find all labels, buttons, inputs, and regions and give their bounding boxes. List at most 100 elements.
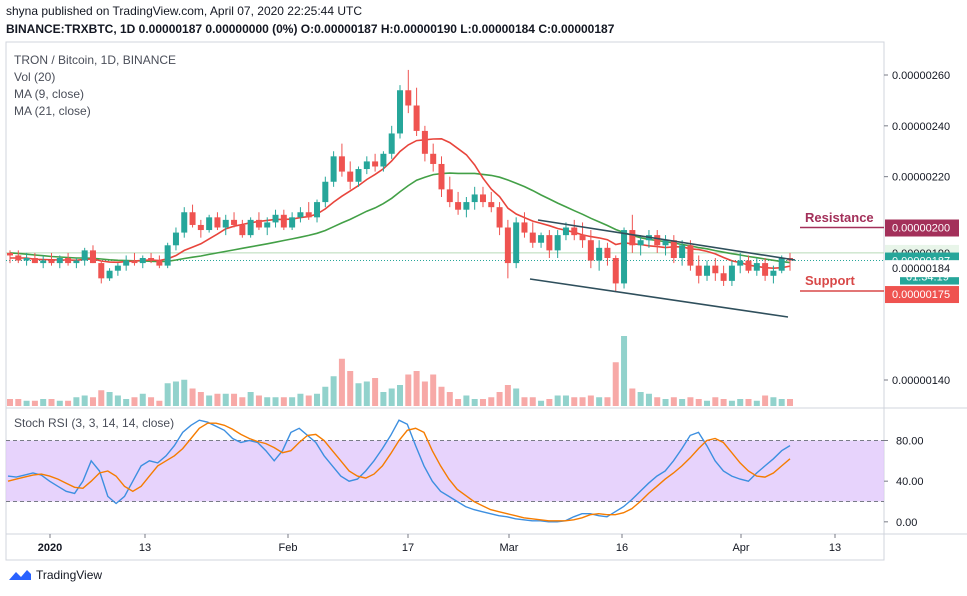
candle-body bbox=[322, 181, 329, 203]
volume-bar bbox=[621, 336, 628, 406]
candle-body bbox=[728, 265, 735, 281]
volume-bar bbox=[23, 400, 30, 406]
volume-bar bbox=[455, 399, 462, 406]
candle-body bbox=[479, 194, 486, 203]
volume-bar bbox=[446, 392, 453, 406]
candle-body bbox=[355, 169, 362, 182]
volume-bar bbox=[272, 397, 279, 406]
candle-body bbox=[7, 252, 13, 256]
volume-bar bbox=[587, 395, 594, 406]
candle-body bbox=[98, 263, 105, 279]
badge-low: 0.00000184 bbox=[892, 263, 950, 275]
volume-bar bbox=[65, 400, 72, 406]
candle-body bbox=[65, 258, 72, 264]
candle-body bbox=[372, 161, 379, 167]
candle-body bbox=[554, 235, 561, 251]
volume-bar bbox=[762, 395, 769, 406]
candle-body bbox=[778, 258, 785, 271]
candle-body bbox=[629, 230, 636, 246]
volume-bar bbox=[114, 395, 121, 406]
candle-body bbox=[455, 202, 462, 210]
candle-body bbox=[214, 217, 221, 228]
candle-body bbox=[197, 224, 204, 231]
candle-body bbox=[156, 260, 163, 266]
candle-body bbox=[604, 247, 611, 258]
candle-body bbox=[172, 232, 179, 246]
badge-support: 0.00000175 bbox=[892, 289, 950, 301]
candle-body bbox=[546, 235, 553, 251]
volume-bar bbox=[787, 399, 793, 406]
support-label: Support bbox=[805, 273, 855, 288]
candle-body bbox=[596, 247, 603, 261]
candle-body bbox=[330, 156, 337, 182]
volume-bar bbox=[48, 399, 55, 406]
candle-body bbox=[504, 227, 511, 264]
candle-body bbox=[206, 217, 213, 231]
volume-bar bbox=[314, 393, 321, 406]
volume-bar bbox=[438, 386, 445, 406]
volume-bar bbox=[529, 397, 536, 406]
rsi-band bbox=[6, 440, 884, 502]
quote-line: BINANCE:TRXBTC, 1D 0.00000187 0.00000000… bbox=[6, 22, 615, 36]
volume-bar bbox=[372, 378, 379, 406]
candle-body bbox=[704, 265, 711, 276]
candle-body bbox=[231, 219, 238, 225]
candle-body bbox=[239, 224, 246, 236]
candle-body bbox=[297, 212, 304, 218]
volume-bar bbox=[596, 397, 603, 406]
candle-body bbox=[338, 156, 345, 172]
volume-bar bbox=[289, 397, 296, 406]
rsi-tick-label: 80.00 bbox=[896, 436, 924, 448]
volume-bar bbox=[405, 374, 412, 406]
volume-bar bbox=[679, 399, 686, 406]
time-tick-label: 13 bbox=[139, 542, 151, 554]
volume-bar bbox=[753, 400, 760, 406]
rsi-tick-label: 40.00 bbox=[896, 476, 924, 488]
tradingview-brand[interactable]: TradingView bbox=[8, 568, 102, 582]
volume-bar bbox=[123, 399, 130, 406]
rsi-tick-label: 0.00 bbox=[896, 517, 917, 529]
volume-bar bbox=[546, 399, 553, 406]
volume-bar bbox=[197, 392, 204, 406]
volume-bar bbox=[662, 399, 669, 406]
volume-bar bbox=[670, 397, 677, 406]
time-tick-label: Mar bbox=[500, 542, 519, 554]
price-tick-label: 0.00000140 bbox=[892, 375, 950, 387]
candle-body bbox=[637, 240, 644, 246]
candle-body bbox=[264, 222, 271, 228]
publish-line: shyna published on TradingView.com, Apri… bbox=[6, 4, 363, 18]
volume-bar bbox=[7, 399, 13, 406]
candle-body bbox=[347, 171, 354, 182]
candle-body bbox=[272, 214, 279, 223]
volume-bar bbox=[504, 385, 511, 406]
candle-body bbox=[164, 245, 171, 266]
volume-bar bbox=[363, 381, 370, 406]
candle-body bbox=[679, 245, 686, 258]
volume-bar bbox=[15, 399, 22, 406]
candle-body bbox=[687, 245, 694, 266]
volume-bar bbox=[56, 400, 63, 406]
candle-body bbox=[413, 105, 420, 131]
volume-bar bbox=[214, 393, 221, 406]
volume-bar bbox=[73, 397, 80, 406]
candle-body bbox=[123, 260, 130, 266]
brand-name: TradingView bbox=[36, 568, 103, 582]
volume-bar bbox=[728, 400, 735, 406]
volume-bar bbox=[562, 395, 569, 406]
candle-body bbox=[562, 227, 569, 236]
legend-ma9: MA (9, close) bbox=[14, 87, 85, 101]
volume-bar bbox=[305, 395, 312, 406]
volume-bar bbox=[571, 397, 578, 406]
candle-body bbox=[612, 258, 619, 284]
volume-bar bbox=[488, 397, 495, 406]
volume-bar bbox=[496, 392, 503, 406]
volume-bar bbox=[604, 397, 611, 406]
candle-body bbox=[314, 202, 321, 218]
volume-bar bbox=[156, 400, 163, 406]
volume-bar bbox=[430, 374, 437, 406]
legend-symbol: TRON / Bitcoin, 1D, BINANCE bbox=[14, 53, 177, 67]
candle-body bbox=[131, 260, 138, 264]
volume-bar bbox=[687, 397, 694, 406]
volume-bar bbox=[206, 395, 213, 406]
